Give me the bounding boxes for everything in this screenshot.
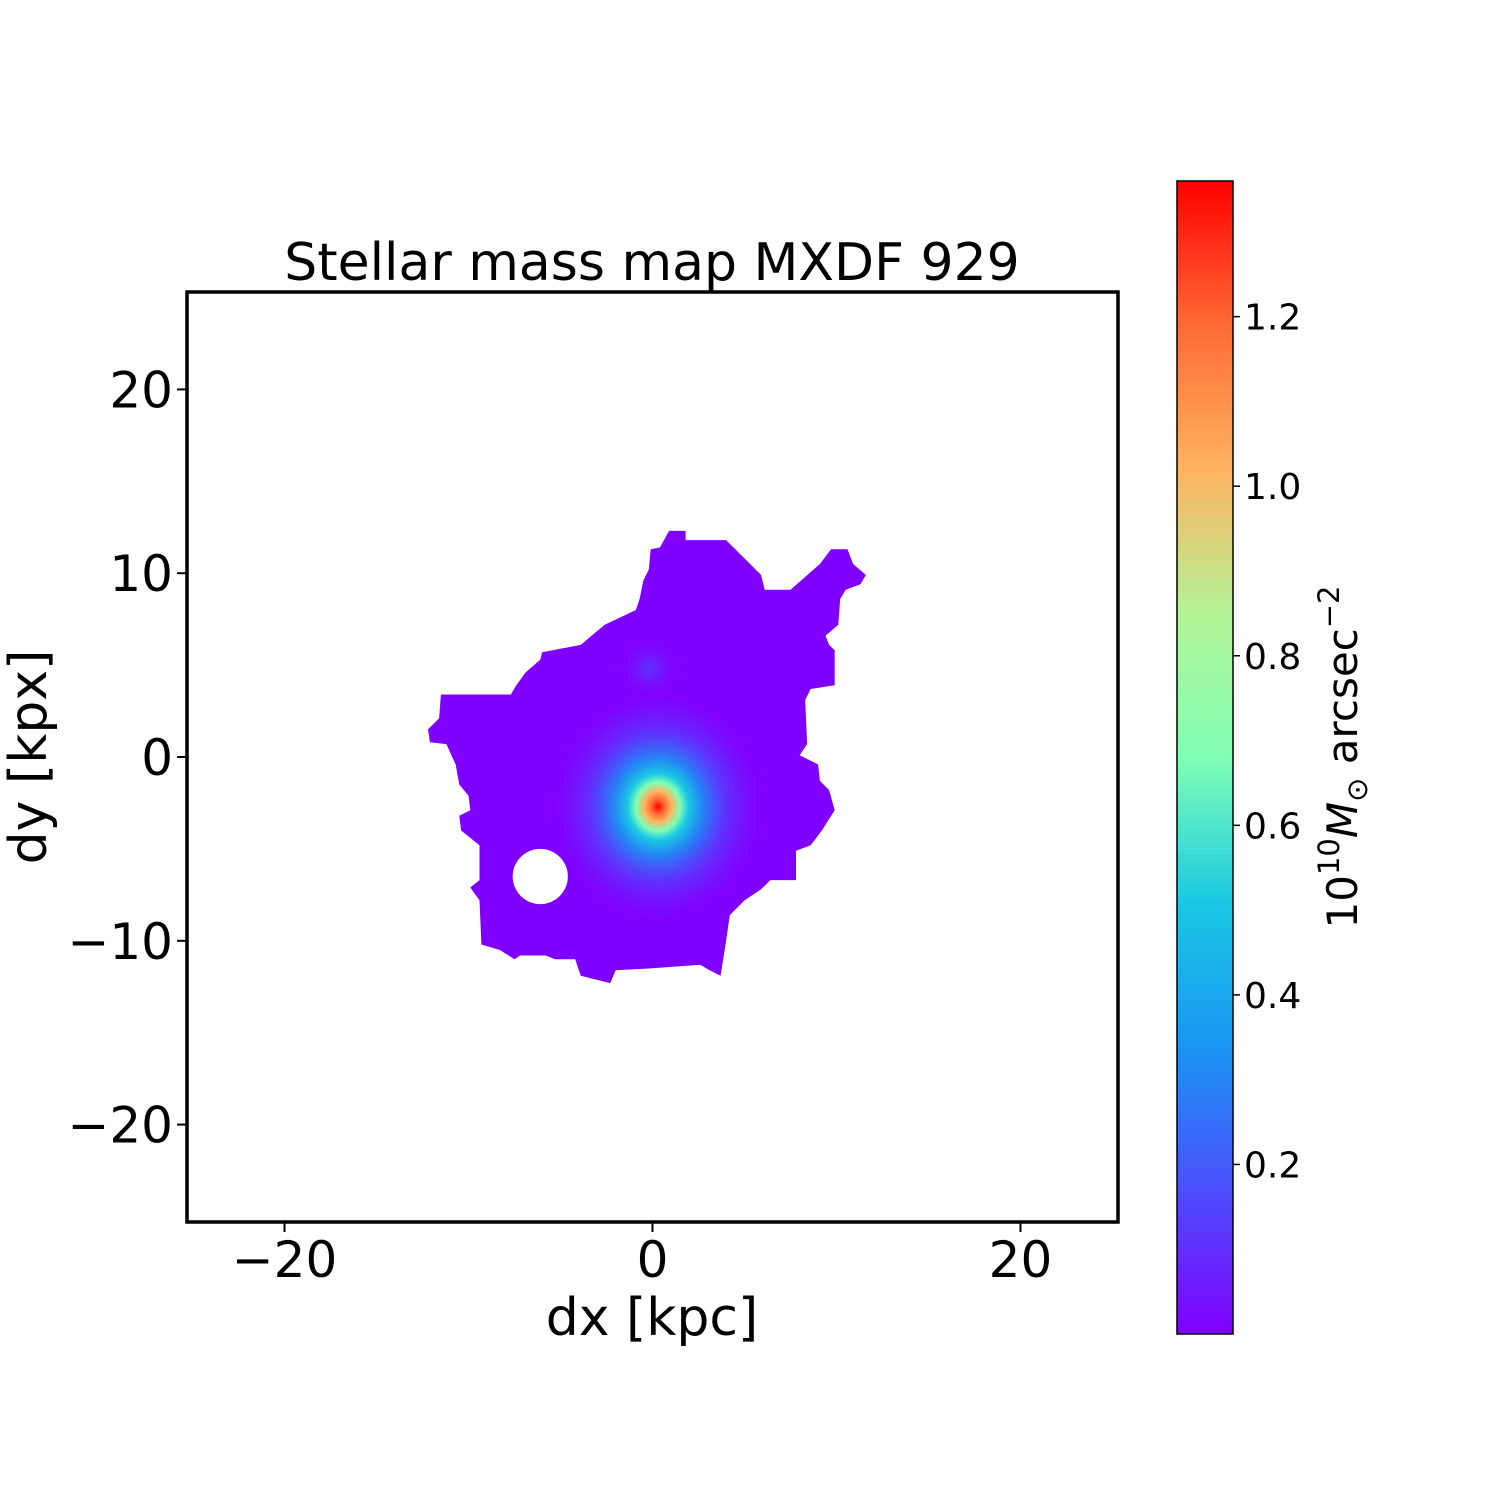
- secondary-clump: [615, 635, 682, 702]
- colorbar-label-exp: 10: [1312, 838, 1346, 875]
- colorbar-tick-label: 1.2: [1244, 298, 1301, 339]
- x-axis-ticks: −20 0 20: [232, 1222, 1053, 1289]
- colorbar-label-unit: arcsec: [1318, 628, 1367, 777]
- y-tick-label: 0: [141, 729, 173, 787]
- y-tick-label: 20: [109, 361, 173, 419]
- colorbar-tick-label: 0.4: [1244, 976, 1301, 1017]
- colorbar-label: 1010M⊙ arcsec−2: [1312, 585, 1374, 928]
- y-axis-label: dy [kpx]: [0, 650, 59, 865]
- colorbar-tick-label: 1.0: [1244, 467, 1301, 508]
- colorbar-tick-label: 0.2: [1244, 1145, 1301, 1186]
- x-tick-label: 0: [637, 1231, 669, 1289]
- colorbar-label-sub: ⊙: [1340, 778, 1374, 802]
- y-tick-label: −10: [67, 913, 173, 971]
- heatmap: [428, 530, 866, 984]
- y-axis-ticks: −20 −10 0 10 20: [67, 361, 187, 1155]
- x-tick-label: 20: [989, 1231, 1053, 1289]
- colorbar-tick-label: 0.8: [1244, 637, 1301, 678]
- chart-title: Stellar mass map MXDF 929: [284, 233, 1020, 293]
- colorbar-label-unit-exp: −2: [1312, 585, 1346, 628]
- x-tick-label: −20: [232, 1231, 338, 1289]
- colorbar-label-base: 10: [1318, 875, 1367, 928]
- x-axis-label: dx [kpc]: [546, 1288, 759, 1348]
- colorbar-tick-label: 0.6: [1244, 806, 1301, 847]
- y-tick-label: 10: [109, 545, 173, 603]
- peak-core: [520, 655, 797, 958]
- colorbar: [1176, 180, 1234, 1335]
- y-tick-label: −20: [67, 1097, 173, 1155]
- colorbar-label-symbol: M: [1318, 802, 1367, 838]
- colorbar-ticks: 0.2 0.4 0.6 0.8 1.0 1.2: [1233, 298, 1301, 1186]
